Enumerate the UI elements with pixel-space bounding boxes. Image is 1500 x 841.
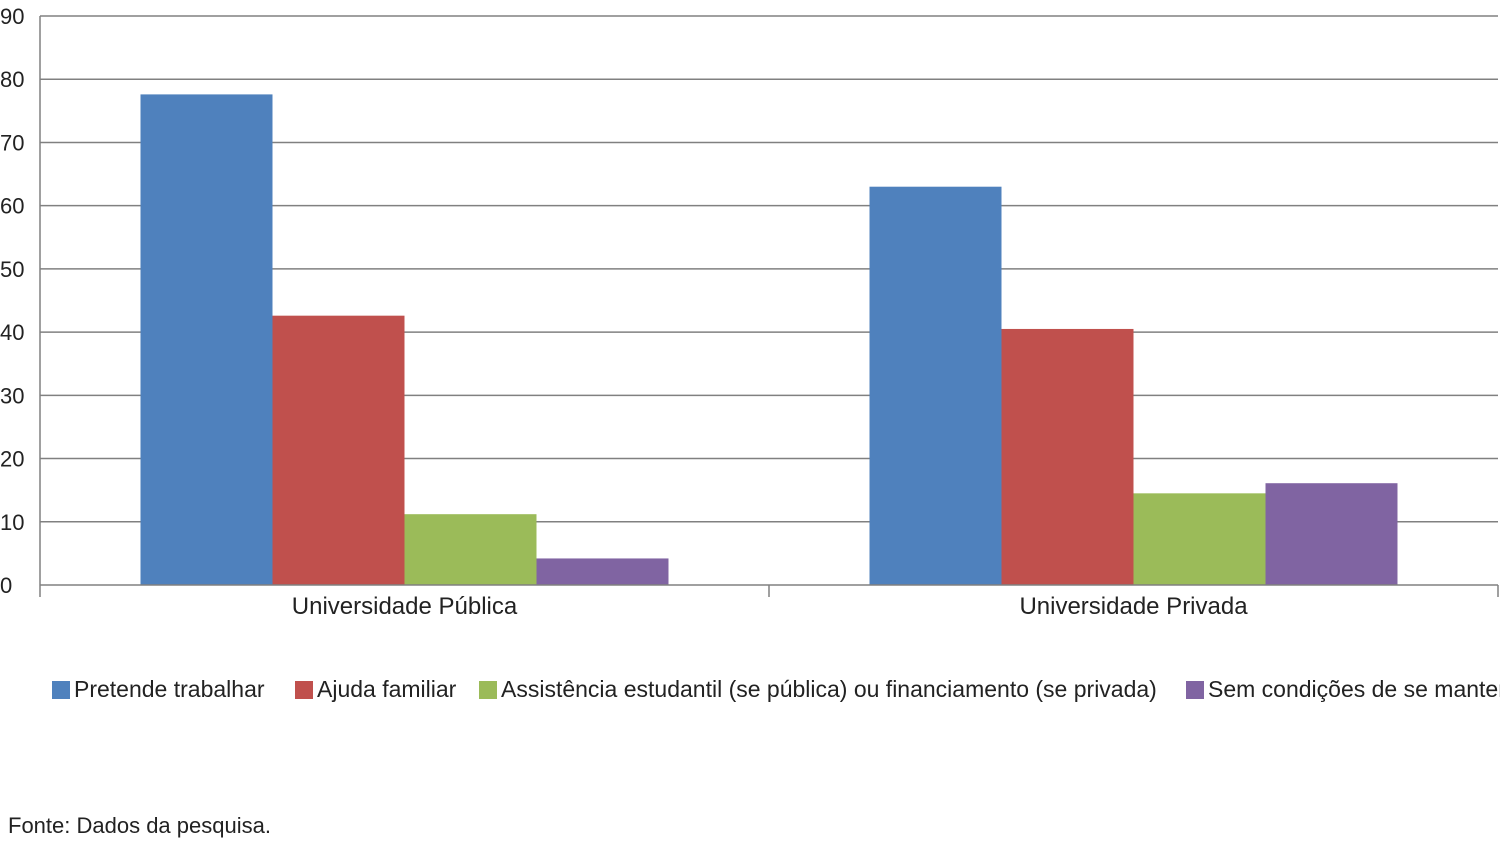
legend-label: Sem condições de se manter [1208, 676, 1500, 702]
legend-label: Assistência estudantil (se pública) ou f… [501, 676, 1157, 702]
legend: Pretende trabalhar Ajuda familiar Assist… [52, 676, 1500, 706]
axes [39, 16, 1499, 597]
y-axis-tick-labels: 0 10 20 30 40 50 60 70 80 90 [0, 4, 24, 598]
bar [536, 558, 669, 585]
legend-label: Ajuda familiar [317, 676, 457, 702]
legend-item-ajuda-familiar: Ajuda familiar [295, 676, 456, 703]
y-tick-label: 0 [0, 573, 12, 598]
bar [869, 186, 1002, 585]
legend-swatch [1186, 680, 1204, 699]
bar [1133, 493, 1266, 585]
bar [1265, 483, 1398, 585]
y-tick-label: 80 [0, 67, 24, 92]
legend-item-assistencia-estudantil: Assistência estudantil (se pública) ou f… [479, 676, 1157, 703]
y-tick-label: 30 [0, 383, 24, 408]
category-labels: Universidade Pública Universidade Privada [292, 593, 1248, 620]
y-tick-label: 90 [0, 4, 24, 29]
bar [1001, 328, 1134, 585]
category-label: Universidade Pública [292, 593, 518, 620]
legend-swatch [295, 680, 313, 699]
y-tick-label: 40 [0, 320, 24, 345]
y-tick-label: 10 [0, 510, 24, 535]
y-tick-label: 20 [0, 447, 24, 472]
source-note: Fonte: Dados da pesquisa. [8, 813, 271, 838]
legend-item-pretende-trabalhar: Pretende trabalhar [52, 676, 265, 703]
bar [140, 94, 273, 585]
y-tick-label: 50 [0, 257, 24, 282]
legend-item-sem-condicoes: Sem condições de se manter [1186, 676, 1500, 703]
legend-label: Pretende trabalhar [74, 676, 265, 702]
bar [404, 514, 537, 585]
bar-chart: 0 10 20 30 40 50 60 70 80 90 Universidade Pública… [0, 4, 1499, 620]
legend-swatch [479, 680, 497, 699]
y-tick-label: 60 [0, 194, 24, 219]
bar [272, 315, 405, 585]
bars [140, 94, 1398, 585]
category-label: Universidade Privada [1019, 593, 1248, 620]
y-tick-label: 70 [0, 130, 24, 155]
legend-swatch [52, 680, 70, 699]
